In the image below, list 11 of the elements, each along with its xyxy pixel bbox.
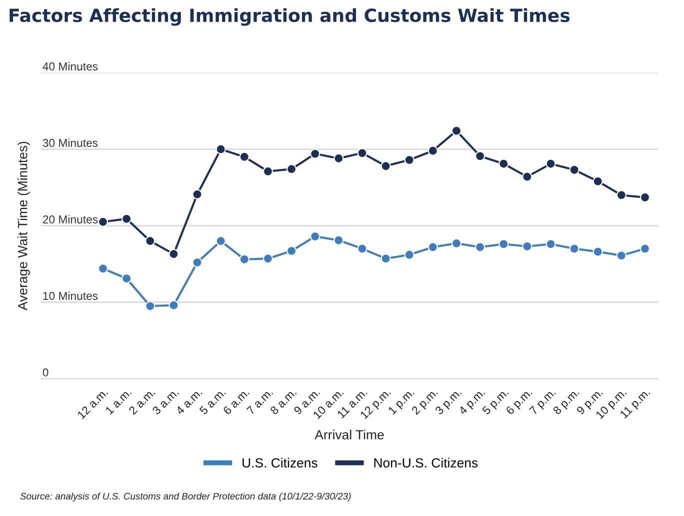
legend-label: U.S. Citizens xyxy=(242,458,318,468)
y-tick-label: 0 xyxy=(42,368,48,376)
y-tick-label: 10 Minutes xyxy=(43,292,98,300)
chart-title: Factors Affecting Immigration and Customs Wait Times xyxy=(10,8,570,26)
source-note: Source: analysis of U.S. Customs and Border Protection data (10/1/22-9/30/23) xyxy=(20,492,351,502)
y-axis-title: Average Wait Time (Minutes) xyxy=(18,142,30,310)
y-tick-label: 40 Minutes xyxy=(42,62,98,70)
legend-label: Non-U.S. Citizens xyxy=(374,458,478,468)
y-tick-label: 20 Minutes xyxy=(42,215,98,224)
x-axis-title: Arrival Time xyxy=(314,430,384,440)
y-tick-label: 30 Minutes xyxy=(42,138,98,147)
